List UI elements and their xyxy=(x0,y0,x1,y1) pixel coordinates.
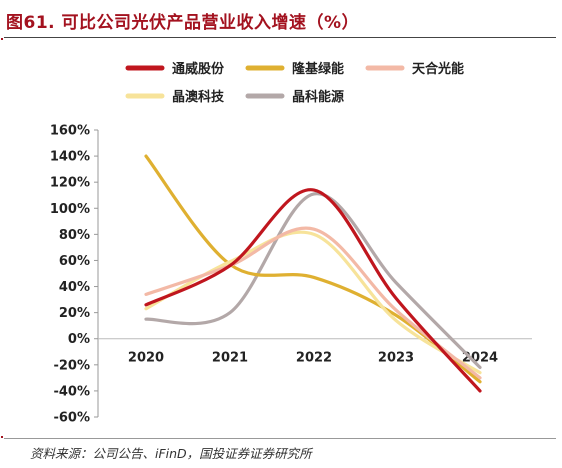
y-tick-label: 60% xyxy=(59,254,90,269)
source-note: 资料来源：公司公告、iFinD，国投证券证券研究所 xyxy=(30,446,312,461)
y-tick-label: 140% xyxy=(50,150,90,165)
y-tick-label: 80% xyxy=(59,228,90,243)
x-tick-label: 2022 xyxy=(296,351,332,366)
x-tick-label: 2023 xyxy=(378,351,414,366)
y-axis: 160% 140% 120% 100% 80% 60% 40% 20% 0% -20% -40% -6… xyxy=(50,124,99,426)
title-divider xyxy=(4,37,556,38)
legend-label: 天合光能 xyxy=(412,61,464,77)
legend-label: 隆基绿能 xyxy=(292,61,344,77)
x-tick-label: 2020 xyxy=(128,351,164,366)
side-marker-top xyxy=(1,38,3,40)
y-tick-label: -20% xyxy=(53,358,90,373)
side-marker-bottom xyxy=(1,436,3,438)
legend-label: 晶澳科技 xyxy=(172,89,225,105)
y-tick-label: 100% xyxy=(50,202,90,217)
legend-label: 通威股份 xyxy=(172,61,225,77)
series-line-3 xyxy=(144,226,482,380)
y-tick-label: -40% xyxy=(53,384,90,399)
x-tick-label: 2021 xyxy=(212,351,248,366)
y-tick-label: 120% xyxy=(50,176,90,191)
y-tick-label: 0% xyxy=(68,332,90,347)
series-lines xyxy=(144,154,482,393)
y-tick-label: 160% xyxy=(50,124,90,139)
legend-label: 晶科能源 xyxy=(292,89,344,105)
x-axis: 2020 2021 2022 2023 2024 xyxy=(98,338,532,366)
footer-divider xyxy=(4,438,556,439)
y-tick-label: -60% xyxy=(53,411,90,426)
chart-title: 图61. 可比公司光伏产品营业收入增速（%） xyxy=(6,13,360,33)
x-tick-label: 2024 xyxy=(462,351,498,366)
y-tick-label: 20% xyxy=(59,306,90,321)
series-line-5 xyxy=(144,192,482,370)
series-line-1 xyxy=(144,188,482,393)
y-tick-label: 40% xyxy=(59,280,90,295)
